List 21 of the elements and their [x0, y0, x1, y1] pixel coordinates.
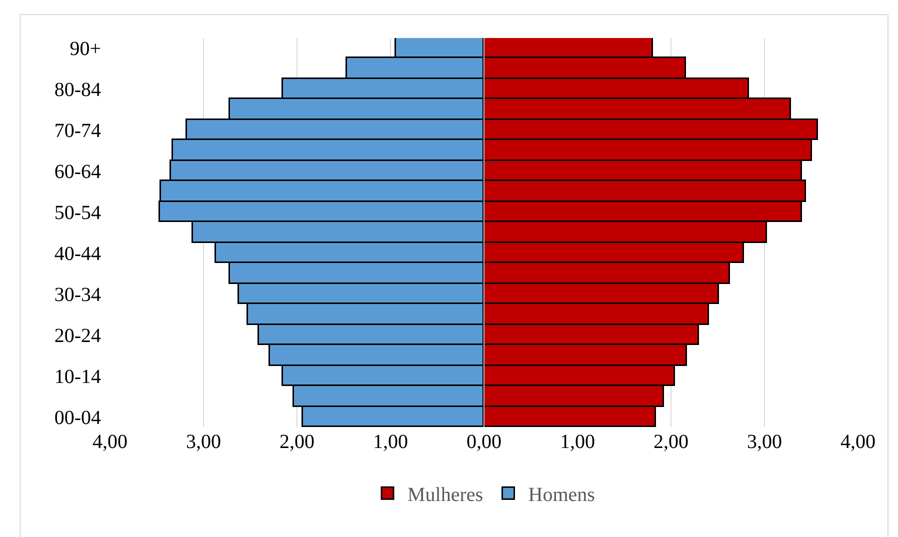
x-tick-label: 1,00 [373, 431, 408, 453]
y-tick-label: 60-64 [54, 161, 101, 184]
y-tick-label: 70-74 [54, 120, 101, 142]
x-tick-label: 2,00 [654, 431, 688, 453]
y-tick-label: 30-34 [54, 284, 101, 306]
x-tick-label: 4,00 [92, 431, 128, 453]
y-tick-label: 50-54 [54, 202, 101, 224]
y-tick-label: 00-04 [54, 406, 101, 429]
legend-label: Homens [528, 484, 596, 506]
x-tick-label: 1,00 [560, 431, 595, 453]
x-tick-label: 0,00 [466, 431, 502, 453]
y-tick-label: 10-14 [54, 366, 101, 388]
x-tick-label: 3,00 [747, 431, 782, 453]
y-tick-label: 20-24 [54, 324, 101, 347]
y-tick-label: 80-84 [54, 79, 101, 102]
x-tick-label: 2,00 [280, 431, 314, 453]
y-tick-label: 40-44 [54, 242, 101, 265]
legend-label: Mulheres [408, 484, 484, 506]
x-tick-label: 3,00 [186, 431, 221, 453]
y-tick-label: 90+ [70, 38, 101, 60]
x-tick-label: 4,00 [840, 431, 876, 453]
